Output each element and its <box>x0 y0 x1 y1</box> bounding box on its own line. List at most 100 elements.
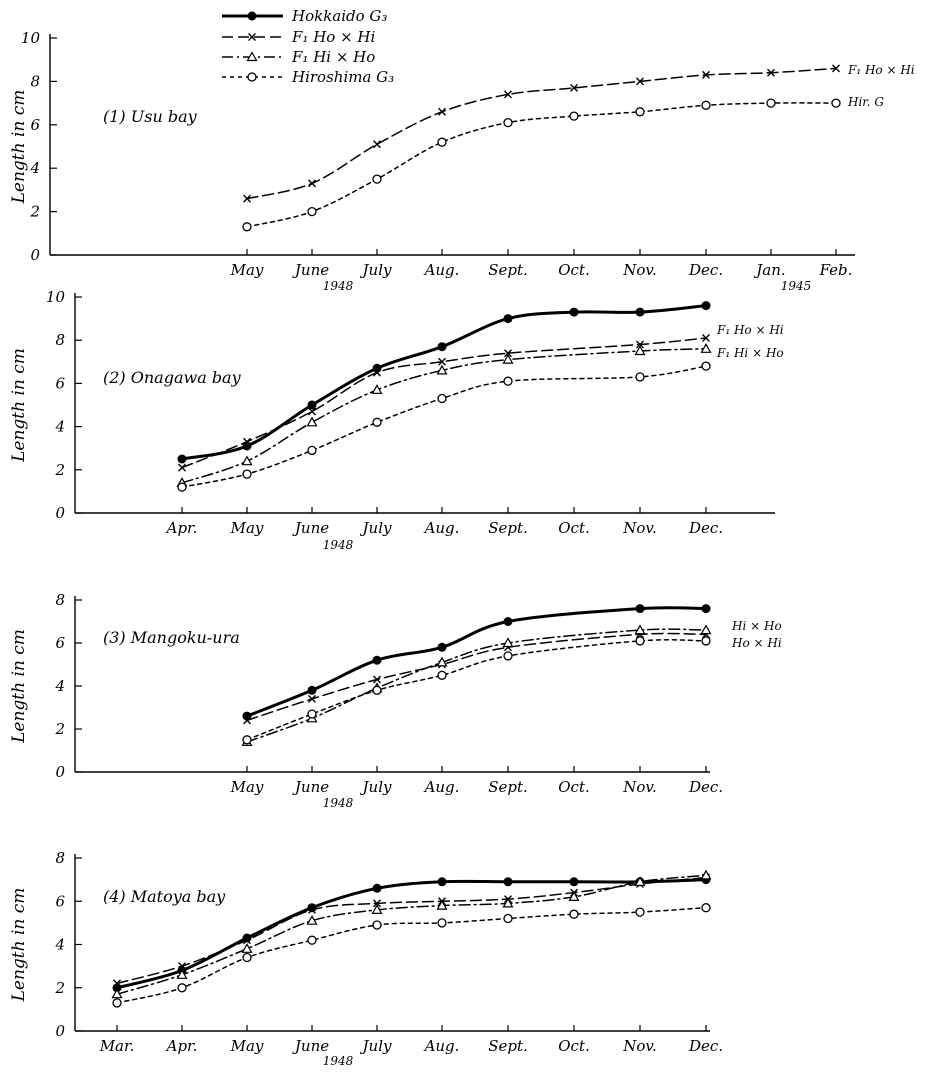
data-point-hiroshima <box>372 685 382 695</box>
data-point-hiroshima <box>307 206 317 217</box>
x-tick-label: May <box>230 778 264 796</box>
series-line-hiroshima <box>246 102 837 228</box>
y-tick-label: 10 <box>46 288 66 306</box>
data-point-f1_hi_ho <box>700 869 712 880</box>
series-line-f1_ho_hi <box>246 632 707 722</box>
chart-panel-4: 0 2 4 6 8 Mar. Apr. May June July Aug. Sept. Oct. Nov… <box>9 849 723 1068</box>
x-tick-label: June <box>292 261 329 279</box>
x-tick-label: Oct. <box>558 519 590 537</box>
data-point-f1_hi_ho <box>700 343 712 353</box>
data-point-f1_ho_hi <box>767 68 775 77</box>
data-point-f1_ho_hi <box>373 899 381 908</box>
data-point-hiroshima <box>635 636 645 646</box>
data-point-f1_hi_ho <box>436 899 448 910</box>
data-point-hiroshima <box>635 907 645 917</box>
data-point-hokkaido <box>307 400 317 410</box>
legend-item-hokkaido: Hokkaido G₃ <box>222 7 387 25</box>
data-point-hiroshima <box>635 107 645 117</box>
series-f1_hi_ho: Hi × Ho <box>241 619 782 746</box>
x-tick-label: Aug. <box>423 778 460 796</box>
y-tick-label: 4 <box>54 418 65 436</box>
x-tick-label: Apr. <box>165 519 198 537</box>
y-tick-label: 6 <box>55 634 65 652</box>
data-point-f1_ho_hi <box>243 437 251 446</box>
data-point-hiroshima <box>112 998 122 1008</box>
chart-panel-2: 0 2 4 6 8 10 Apr. May June July Aug. Sept. Oct. Nov. D… <box>9 288 784 552</box>
data-point-f1_hi_ho <box>634 876 646 886</box>
x-tick-label: Feb. <box>819 261 853 279</box>
series-line-f1_hi_ho <box>181 348 707 484</box>
data-point-hokkaido <box>503 877 513 887</box>
data-point-f1_hi_ho <box>634 345 646 356</box>
y-tick-label: 4 <box>54 936 65 954</box>
data-point-hiroshima <box>242 952 252 963</box>
series-hokkaido <box>177 301 711 464</box>
series-line-hokkaido <box>245 606 708 718</box>
x-tick-label: June <box>292 1037 329 1055</box>
panel-title: (2) Onagawa bay <box>103 368 242 387</box>
legend-item-hiroshima: Hiroshima G₃ <box>222 68 394 86</box>
data-point-hiroshima <box>503 651 513 661</box>
data-point-hiroshima <box>503 376 513 386</box>
x-tick-label: May <box>230 519 264 537</box>
x-tick-label: Oct. <box>558 261 590 279</box>
series-line-f1_hi_ho <box>116 874 707 995</box>
data-point-hiroshima <box>701 903 711 913</box>
x-tick-label: July <box>360 778 392 796</box>
x-tick-label: July <box>360 261 392 279</box>
data-point-hiroshima <box>177 482 187 492</box>
legend: Hokkaido G₃ F₁ Ho × Hi F₁ Hi × Ho Hiroshima… <box>222 7 394 86</box>
data-point-f1_ho_hi <box>373 140 381 149</box>
y-axis-label: Length in cm <box>9 888 29 1003</box>
data-point-hiroshima <box>569 111 579 121</box>
series-line-f1_ho_hi <box>116 876 707 985</box>
data-point-f1_ho_hi <box>308 905 316 914</box>
data-point-hiroshima <box>177 983 187 993</box>
legend-label-hokkaido: Hokkaido G₃ <box>291 7 387 25</box>
y-tick-label: 0 <box>55 504 65 522</box>
chart-panel-1: 0 2 4 6 8 10 May June July Aug. Sept. Oct. Nov. Dec. J… <box>9 29 915 293</box>
data-point-hokkaido <box>503 314 513 324</box>
x-tick-label: Jan. <box>753 261 785 279</box>
x-tick-label: Dec. <box>688 1037 723 1055</box>
end-label-f1_ho_hi: F₁ Ho × Hi <box>716 323 784 337</box>
data-point-hiroshima <box>437 137 447 147</box>
series-f1_ho_hi: F₁ Ho × Hi <box>243 63 915 203</box>
y-tick-label: 0 <box>30 246 40 264</box>
data-point-hiroshima <box>242 735 252 745</box>
data-point-f1_ho_hi <box>373 675 381 684</box>
data-point-f1_ho_hi <box>243 716 251 725</box>
data-point-hiroshima <box>242 469 252 479</box>
data-point-hiroshima <box>701 636 711 646</box>
x-tick-label: Aug. <box>423 261 460 279</box>
legend-label-f1_hi_ho: F₁ Hi × Ho <box>291 48 375 66</box>
x-tick-label: Oct. <box>558 778 590 796</box>
data-point-f1_hi_ho <box>371 904 383 914</box>
x-tick-label: Sept. <box>488 1037 528 1055</box>
series-hiroshima <box>112 903 711 1008</box>
data-point-hiroshima <box>372 174 382 184</box>
data-point-hiroshima <box>766 98 776 108</box>
y-tick-label: 6 <box>55 374 65 392</box>
data-point-hokkaido <box>242 933 252 943</box>
data-point-hiroshima <box>503 117 513 128</box>
panel-title: (3) Mangoku-ura <box>103 628 240 647</box>
data-point-hiroshima <box>503 913 513 924</box>
end-label-f1_ho_hi: Ho × Hi <box>731 636 782 650</box>
data-point-hiroshima <box>569 909 579 919</box>
y-tick-label: 10 <box>21 29 41 47</box>
end-label-hiroshima: Hir. G <box>847 95 884 109</box>
data-point-f1_ho_hi <box>570 83 578 92</box>
panel-title: (1) Usu bay <box>103 107 198 126</box>
data-point-hokkaido <box>701 604 711 614</box>
x-tick-label: Mar. <box>99 1037 135 1055</box>
chart-panels: 0 2 4 6 8 10 May June July Aug. Sept. Oct. Nov. Dec. J… <box>9 29 915 1068</box>
x-tick-label: Aug. <box>423 1037 460 1055</box>
end-label-f1_ho_hi: F₁ Ho × Hi <box>847 63 915 77</box>
data-point-hokkaido <box>372 883 382 893</box>
chart-panel-3: 0 2 4 6 8 May June July Aug. Sept. Oct. Nov. Dec. 194… <box>9 591 782 810</box>
series-hiroshima <box>242 636 711 745</box>
data-point-f1_hi_ho <box>634 624 646 635</box>
y-tick-label: 8 <box>55 849 65 867</box>
data-point-f1_ho_hi <box>832 64 840 73</box>
